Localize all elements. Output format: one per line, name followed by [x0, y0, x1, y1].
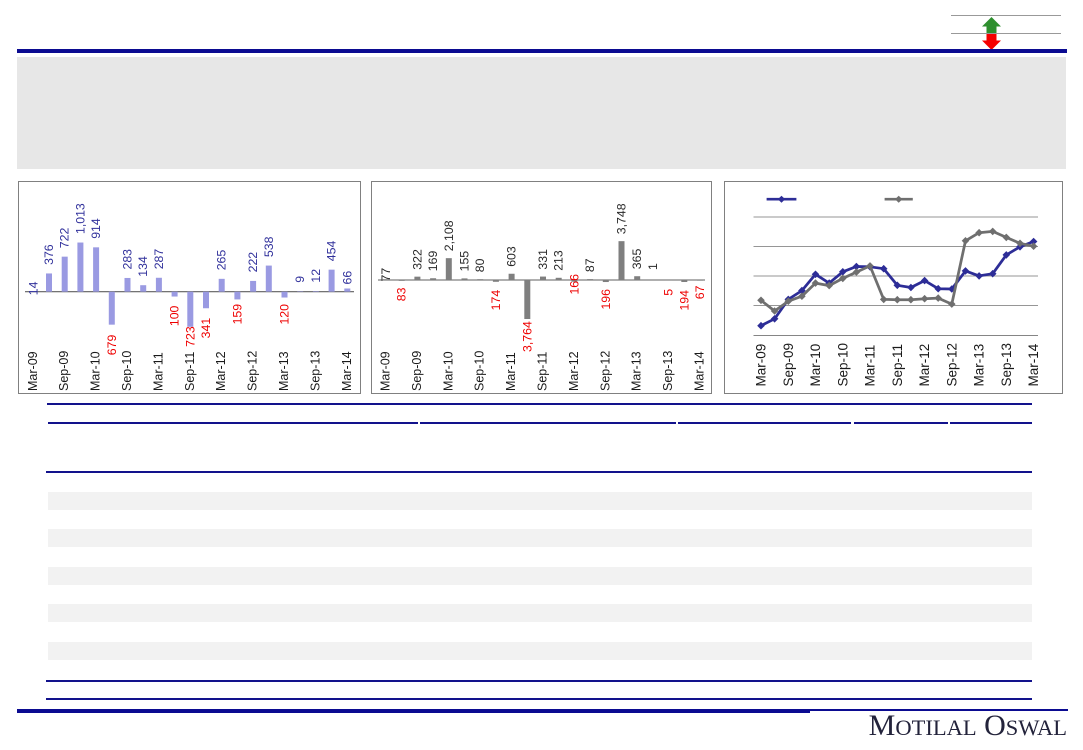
svg-text:Mar-09: Mar-09	[26, 351, 40, 391]
svg-text:Sep-12: Sep-12	[944, 343, 959, 387]
svg-text:287: 287	[152, 249, 166, 270]
svg-text:67: 67	[693, 285, 707, 299]
svg-text:1,013: 1,013	[73, 203, 87, 234]
svg-text:77: 77	[379, 268, 393, 282]
svg-text:914: 914	[89, 218, 103, 239]
svg-text:Sep-09: Sep-09	[410, 351, 424, 391]
svg-text:Mar-12: Mar-12	[567, 351, 581, 391]
svg-text:Sep-13: Sep-13	[999, 343, 1014, 387]
svg-text:341: 341	[199, 318, 213, 339]
svg-text:Mar-10: Mar-10	[441, 351, 455, 391]
svg-text:Mar-09: Mar-09	[379, 351, 393, 391]
svg-text:Mar-14: Mar-14	[340, 351, 354, 391]
svg-text:Mar-14: Mar-14	[1026, 343, 1041, 386]
svg-text:265: 265	[215, 250, 229, 271]
svg-text:2,108: 2,108	[442, 220, 456, 251]
svg-text:174: 174	[489, 290, 503, 311]
svg-text:Mar-13: Mar-13	[630, 351, 644, 391]
svg-text:283: 283	[121, 249, 135, 270]
svg-text:Mar-10: Mar-10	[89, 351, 103, 391]
svg-text:169: 169	[426, 251, 440, 272]
svg-text:679: 679	[105, 335, 119, 356]
svg-text:87: 87	[583, 258, 597, 272]
svg-text:Sep-12: Sep-12	[598, 351, 612, 391]
svg-text:Sep-09: Sep-09	[57, 351, 71, 391]
svg-text:194: 194	[677, 290, 691, 311]
svg-text:Mar-11: Mar-11	[863, 345, 878, 387]
svg-text:155: 155	[458, 251, 472, 272]
svg-text:Mar-11: Mar-11	[151, 352, 165, 391]
svg-text:Mar-09: Mar-09	[754, 344, 769, 387]
svg-text:3,764: 3,764	[520, 321, 534, 352]
svg-text:603: 603	[505, 246, 519, 267]
svg-text:3,748: 3,748	[615, 203, 629, 234]
svg-text:Mar-12: Mar-12	[214, 351, 228, 391]
svg-text:331: 331	[536, 249, 550, 270]
svg-text:166: 166	[567, 274, 581, 295]
svg-text:Sep-11: Sep-11	[890, 344, 905, 387]
svg-text:Sep-11: Sep-11	[536, 352, 550, 391]
svg-text:5: 5	[662, 289, 676, 296]
svg-text:454: 454	[325, 241, 339, 262]
svg-text:723: 723	[183, 326, 197, 347]
svg-text:159: 159	[230, 304, 244, 325]
svg-text:Mar-13: Mar-13	[972, 344, 987, 387]
svg-text:Sep-13: Sep-13	[661, 351, 675, 391]
svg-text:722: 722	[58, 228, 72, 249]
svg-text:Sep-09: Sep-09	[781, 343, 796, 387]
svg-text:Sep-10: Sep-10	[835, 343, 850, 387]
svg-text:66: 66	[340, 271, 354, 285]
svg-text:538: 538	[262, 236, 276, 257]
svg-text:134: 134	[136, 256, 150, 277]
svg-text:80: 80	[473, 258, 487, 272]
svg-text:Sep-10: Sep-10	[120, 351, 134, 391]
svg-text:196: 196	[599, 289, 613, 310]
svg-text:120: 120	[278, 304, 292, 325]
svg-text:365: 365	[630, 249, 644, 270]
svg-text:Sep-13: Sep-13	[308, 351, 322, 391]
svg-text:Mar-12: Mar-12	[917, 344, 932, 387]
svg-text:Sep-11: Sep-11	[183, 352, 197, 391]
svg-text:Mar-14: Mar-14	[693, 351, 707, 391]
svg-text:322: 322	[410, 249, 424, 270]
svg-text:83: 83	[395, 287, 409, 301]
svg-text:213: 213	[552, 250, 566, 271]
svg-text:12: 12	[309, 269, 323, 283]
svg-text:14: 14	[26, 281, 40, 295]
svg-text:100: 100	[168, 305, 182, 326]
svg-text:Sep-10: Sep-10	[473, 351, 487, 391]
svg-text:9: 9	[293, 276, 307, 283]
svg-text:Mar-11: Mar-11	[504, 352, 518, 391]
svg-text:376: 376	[42, 244, 56, 265]
svg-text:222: 222	[246, 252, 260, 273]
svg-text:Mar-13: Mar-13	[277, 351, 291, 391]
svg-text:1: 1	[646, 263, 660, 270]
svg-text:Mar-10: Mar-10	[808, 344, 823, 387]
svg-text:Sep-12: Sep-12	[246, 351, 260, 391]
